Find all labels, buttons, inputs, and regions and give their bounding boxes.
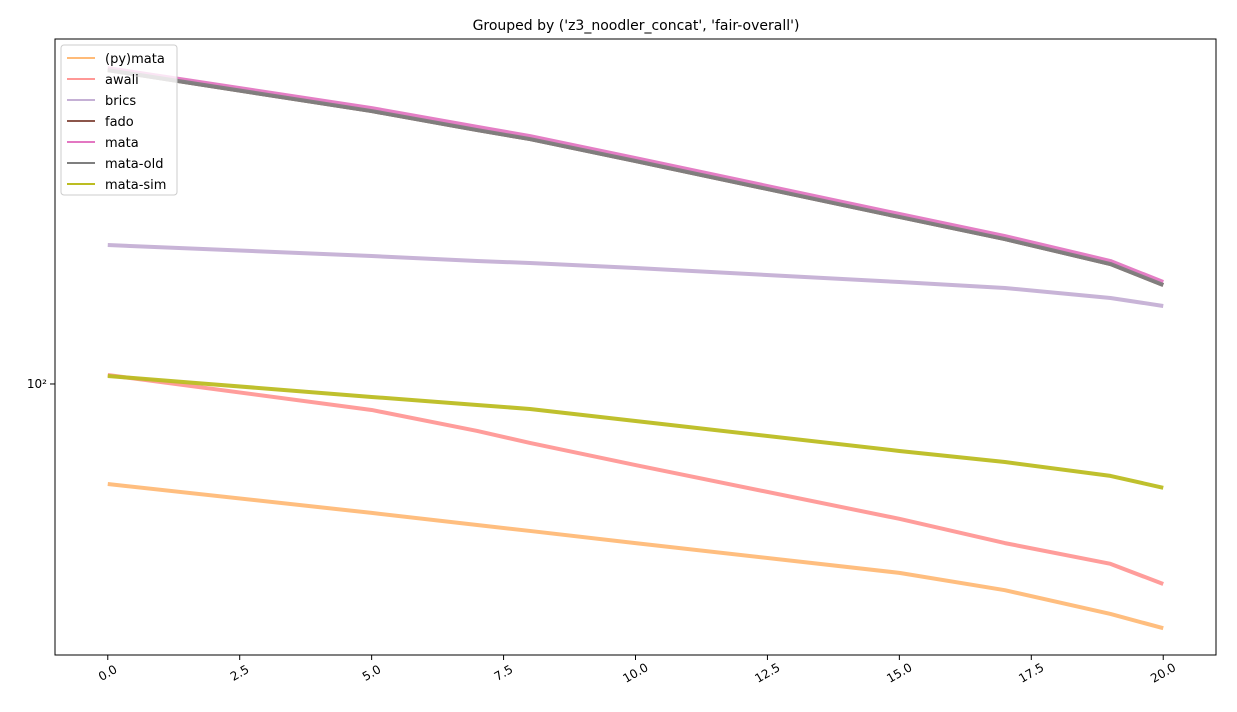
legend-label: mata-sim: [105, 178, 166, 193]
legend-label: (py)mata: [105, 52, 165, 67]
x-tick-label: 0.0: [96, 662, 120, 684]
legend-label: brics: [105, 94, 136, 109]
series-line: [107, 373, 1164, 586]
x-tick-label: 15.0: [884, 660, 914, 685]
legend-box: [60, 44, 178, 196]
series-line: [107, 66, 1164, 284]
x-tick-label: 7.5: [492, 662, 516, 684]
series-line: [107, 68, 1164, 287]
legend-label: mata: [105, 136, 139, 151]
legend-label: mata-old: [105, 157, 163, 172]
legend-label: fado: [105, 115, 134, 130]
series-line: [107, 243, 1164, 308]
x-tick-label: 17.5: [1016, 660, 1046, 685]
plot-frame: [54, 38, 1217, 656]
series-line: [107, 482, 1164, 631]
x-tick-label: 12.5: [752, 660, 782, 685]
x-tick-label: 5.0: [360, 662, 384, 684]
chart-title: Grouped by ('z3_noodler_concat', 'fair-o…: [473, 18, 800, 34]
x-tick-label: 20.0: [1148, 660, 1178, 685]
y-tick-label: 10²: [27, 377, 47, 391]
x-tick-label: 10.0: [620, 660, 650, 685]
series-line: [107, 374, 1164, 490]
legend-label: awali: [105, 73, 139, 88]
x-tick-label: 2.5: [228, 662, 252, 684]
